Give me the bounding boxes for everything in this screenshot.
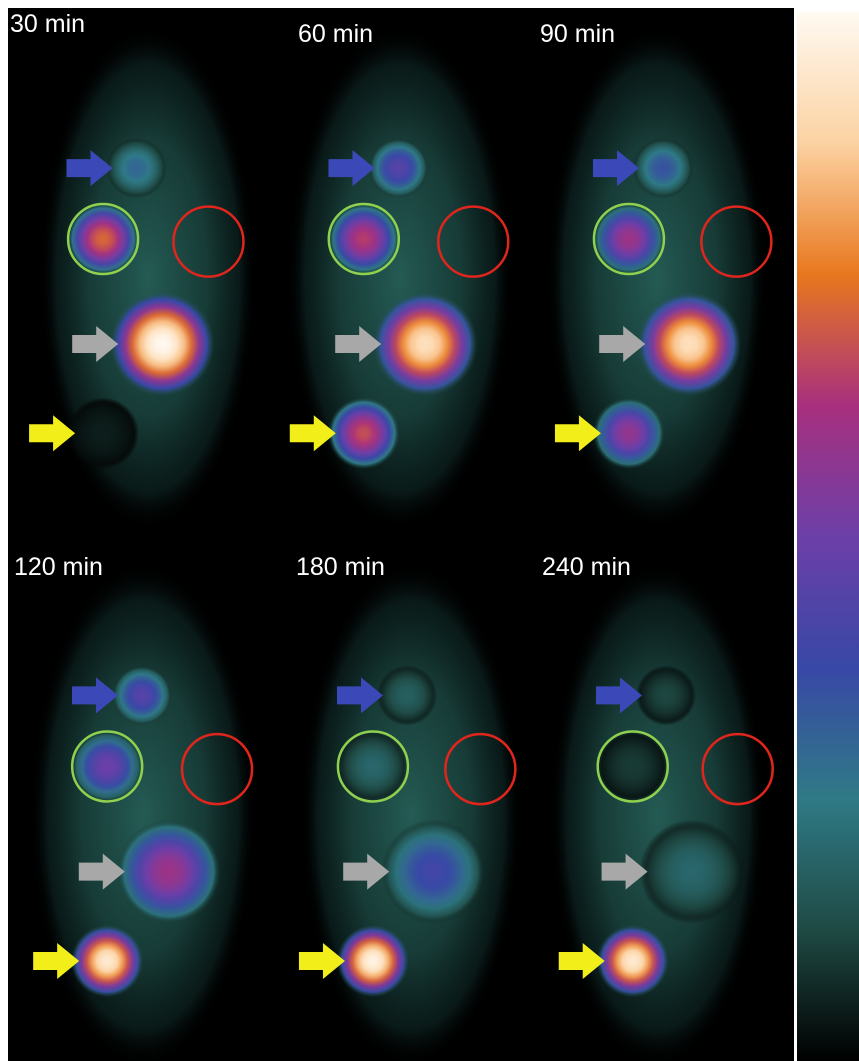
yellow-arrow xyxy=(298,943,345,980)
blue-arrow xyxy=(66,150,113,187)
uptake-spot-gray-arrow xyxy=(637,292,742,396)
gray-arrow xyxy=(335,326,382,362)
yellow-arrow xyxy=(554,415,601,452)
blue-arrow xyxy=(593,150,639,187)
panel-time-label: 30 min xyxy=(10,10,86,38)
uptake-spot-green-circle xyxy=(596,730,669,803)
scan-panel-120-min: 120 min xyxy=(8,535,276,1061)
body-background-glow xyxy=(30,562,256,1061)
green-roi-circle xyxy=(70,730,144,803)
red-roi-circle xyxy=(444,732,517,806)
scan-panel-90-min: 90 min xyxy=(532,8,794,533)
red-roi-circle xyxy=(437,205,510,278)
gray-arrow xyxy=(343,853,390,890)
uptake-spot-gray-arrow xyxy=(110,292,215,396)
red-roi-circle xyxy=(172,205,245,278)
uptake-spot-blue-arrow xyxy=(377,665,437,726)
green-roi-circle xyxy=(596,730,669,803)
uptake-spot-blue-arrow xyxy=(368,138,429,199)
panel-time-label: 180 min xyxy=(296,553,385,581)
panel-time-label: 90 min xyxy=(540,20,616,48)
uptake-spot-blue-arrow xyxy=(106,138,167,199)
panel-time-label: 60 min xyxy=(298,20,374,48)
color-scale-gradient xyxy=(797,12,859,1061)
scan-panel-60-min: 60 min xyxy=(265,8,532,533)
yellow-arrow xyxy=(558,943,605,980)
scan-image xyxy=(298,562,522,1061)
gray-arrow xyxy=(78,853,125,890)
uptake-spot-blue-arrow xyxy=(112,665,172,726)
red-roi-circle xyxy=(700,205,773,278)
scan-image xyxy=(550,562,774,1061)
uptake-spot-yellow-arrow xyxy=(67,397,140,470)
scan-panel-30-min: 30 min xyxy=(8,8,265,533)
scan-image xyxy=(546,26,773,530)
uptake-spot-green-circle xyxy=(592,203,665,275)
panel-time-label: 120 min xyxy=(14,553,103,581)
uptake-spot-yellow-arrow xyxy=(592,397,665,470)
uptake-spot-gray-arrow xyxy=(373,292,478,396)
scan-image xyxy=(29,26,256,530)
uptake-spot-blue-arrow xyxy=(633,138,693,199)
scan-image xyxy=(30,562,256,1061)
yellow-arrow xyxy=(33,943,80,980)
panel-time-label: 240 min xyxy=(542,553,631,581)
green-roi-circle xyxy=(327,202,401,276)
uptake-spot-green-circle xyxy=(336,730,409,803)
uptake-spot-yellow-arrow xyxy=(596,925,669,998)
green-roi-circle xyxy=(336,730,410,803)
scan-panel-240-min: 240 min xyxy=(538,535,794,1061)
uptake-spot-yellow-arrow xyxy=(327,397,400,470)
gray-arrow xyxy=(601,853,648,890)
green-roi-circle xyxy=(592,202,666,276)
uptake-spot-blue-arrow xyxy=(636,665,696,726)
yellow-arrow xyxy=(29,415,76,452)
red-roi-circle xyxy=(180,732,254,806)
uptake-spot-gray-arrow xyxy=(381,819,486,924)
green-roi-circle xyxy=(66,202,140,276)
scan-image xyxy=(287,26,513,530)
uptake-spot-green-circle xyxy=(67,203,140,275)
blue-arrow xyxy=(596,677,642,714)
uptake-spot-gray-arrow xyxy=(639,819,744,924)
body-background-glow xyxy=(40,26,256,530)
uptake-spot-green-circle xyxy=(71,730,144,803)
gray-arrow xyxy=(72,326,119,362)
gray-arrow xyxy=(599,326,646,362)
blue-arrow xyxy=(328,150,375,187)
body-background-glow xyxy=(300,562,522,1061)
uptake-spot-gray-arrow xyxy=(116,819,221,924)
body-background-glow xyxy=(546,26,768,530)
blue-arrow xyxy=(337,677,383,714)
uptake-spot-yellow-arrow xyxy=(336,925,409,998)
uptake-spot-green-circle xyxy=(327,203,400,275)
scan-grid: 30 min 60 min 90 min 120 min 180 min 240… xyxy=(8,8,794,1061)
uptake-spot-yellow-arrow xyxy=(71,925,144,998)
body-background-glow xyxy=(287,26,513,530)
yellow-arrow xyxy=(289,415,336,452)
red-roi-circle xyxy=(701,732,774,806)
scan-panel-180-min: 180 min xyxy=(276,535,538,1061)
blue-arrow xyxy=(72,677,118,714)
color-scale-bar xyxy=(797,12,859,1061)
